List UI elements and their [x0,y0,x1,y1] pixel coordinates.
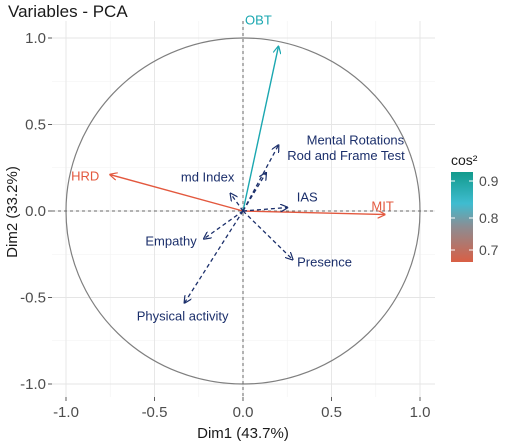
legend-tick-label: 0.7 [479,242,499,258]
supplementary-arrow [204,210,244,239]
legend-ticks: 0.9 0.8 0.7 [451,173,499,258]
x-tick-label: 0.5 [321,404,342,421]
axis-ticks: -1.0 -0.5 0.0 0.5 1.0 -1.0 -0.5 0.0 0.5 1.0 [20,30,430,421]
y-tick-label: -1.0 [20,376,46,393]
supplementary-arrow [242,210,293,259]
y-axis-title: Dim2 (33.2%) [4,166,21,258]
active-arrow [242,47,278,212]
variable-label: Mental Rotations [307,132,405,147]
x-axis-title: Dim1 (43.7%) [197,425,289,442]
legend-colorbar [451,172,473,262]
y-tick-label: -0.5 [20,290,46,307]
variable-label: Physical activity [137,309,229,324]
supplementary-arrow [242,173,266,212]
supplementary-arrow [231,194,244,212]
variable-arrows [110,47,384,303]
x-tick-label: 1.0 [410,404,431,421]
y-tick-label: 0.5 [25,117,46,134]
x-tick-label: 0.0 [233,404,254,421]
legend-tick-label: 0.9 [479,173,499,189]
chart-title: Variables - PCA [8,2,128,21]
y-tick-label: 1.0 [25,30,46,47]
x-tick-label: -0.5 [142,404,168,421]
legend-tick-label: 0.8 [479,210,499,226]
variable-label: Rod and Frame Test [287,148,405,163]
active-arrow [110,175,244,212]
active-arrow [242,211,385,214]
variable-label: md Index [181,170,235,185]
x-tick-label: -1.0 [53,404,79,421]
variable-label: Presence [297,254,352,269]
y-tick-label: 0.0 [25,203,46,220]
cos2-legend: cos² 0.9 0.8 0.7 [451,152,499,262]
variable-label: HRD [71,169,99,184]
supplementary-arrow [242,208,287,211]
legend-title: cos² [451,152,478,168]
variable-label: IAS [297,190,318,205]
variable-label: MIT [371,198,393,213]
variable-label: OBT [245,13,272,28]
variable-label: Empathy [145,234,197,249]
